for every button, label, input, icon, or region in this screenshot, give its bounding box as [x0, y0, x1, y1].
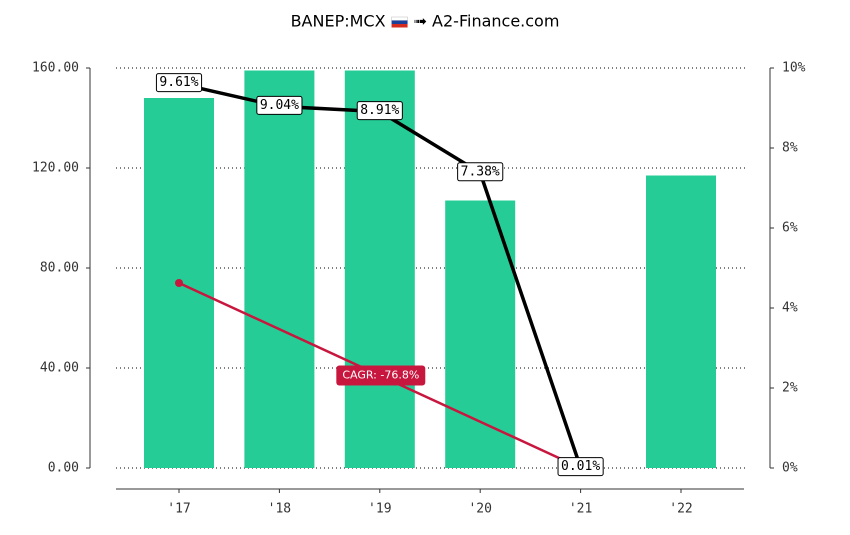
y2-tick-label: 8% [782, 141, 798, 156]
bar [244, 70, 315, 468]
y2-tick-label: 6% [782, 221, 798, 236]
flag-icon [391, 16, 408, 28]
x-tick-label: '18 [268, 502, 291, 517]
data-label-box [457, 162, 504, 182]
x-tick-label: '22 [669, 502, 692, 517]
data-label-box [356, 101, 403, 121]
data-label: 9.61% [155, 73, 203, 93]
x-tick-label: '20 [468, 502, 491, 517]
data-label-box [155, 73, 203, 93]
y2-tick-label: 10% [782, 61, 806, 76]
data-label-text: 9.04% [260, 98, 299, 113]
y2-tick-label: 4% [782, 301, 798, 316]
y-tick-label: 120.00 [32, 161, 79, 176]
data-label-box [256, 95, 303, 115]
x-tick-label: '21 [569, 502, 592, 517]
data-label: 7.38% [457, 162, 504, 182]
data-label-box [557, 457, 604, 477]
cagr-label-box [336, 365, 426, 386]
chart-title: BANEP:MCX [291, 12, 386, 31]
data-label-text: 7.38% [461, 164, 500, 179]
y-tick-label: 40.00 [40, 361, 79, 376]
x-tick-label: '17 [167, 502, 190, 517]
y2-tick-label: 0% [782, 461, 798, 476]
chart-title-suffix: ➟ A2-Finance.com [414, 12, 560, 31]
data-label: 0.01% [557, 457, 604, 477]
data-label-text: 8.91% [360, 103, 399, 118]
data-label: 8.91% [356, 101, 403, 121]
y2-tick-label: 2% [782, 381, 798, 396]
bar [646, 175, 716, 468]
x-tick-label: '19 [368, 502, 391, 517]
bar [344, 70, 415, 468]
y-tick-label: 0.00 [48, 461, 79, 476]
cagr-label: CAGR: -76.8% [342, 369, 419, 382]
data-label: 9.04% [256, 95, 303, 115]
cagr-point [175, 279, 183, 287]
y-tick-label: 160.00 [32, 61, 79, 76]
data-label-text: 9.61% [159, 75, 198, 90]
y-tick-label: 80.00 [40, 261, 79, 276]
data-label-text: 0.01% [561, 459, 600, 474]
